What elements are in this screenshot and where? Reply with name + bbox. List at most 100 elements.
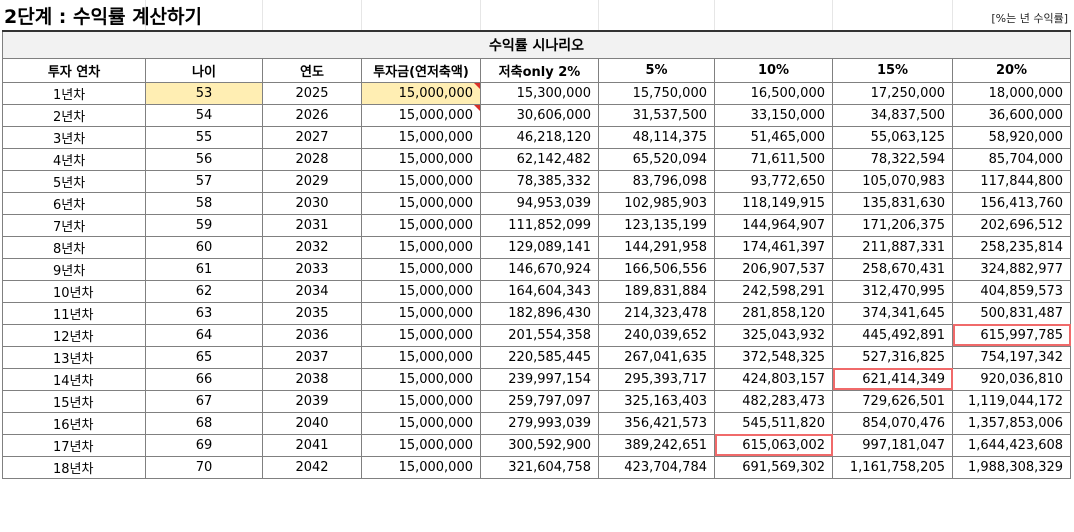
investment-cell[interactable]: 15,000,000 [361,433,481,457]
value-cell[interactable]: 17,250,000 [832,81,953,105]
value-cell[interactable]: 117,844,800 [951,169,1072,193]
value-cell[interactable]: 34,837,500 [832,103,953,127]
value-cell[interactable]: 105,070,983 [832,169,953,193]
value-cell[interactable]: 46,218,120 [480,125,599,149]
column-header[interactable]: 15% [832,57,953,83]
value-cell[interactable]: 182,896,430 [480,301,599,325]
value-cell[interactable]: 445,492,891 [832,323,953,347]
investment-cell[interactable]: 15,000,000 [361,367,481,391]
column-header[interactable]: 10% [714,57,833,83]
year-label-cell[interactable]: 18년차 [2,455,146,479]
age-cell[interactable]: 69 [145,433,263,457]
year-cell[interactable]: 2032 [262,235,362,259]
year-cell[interactable]: 2030 [262,191,362,215]
year-cell[interactable]: 2031 [262,213,362,237]
column-header[interactable]: 연도 [262,57,362,83]
age-cell[interactable]: 62 [145,279,263,303]
value-cell[interactable]: 171,206,375 [832,213,953,237]
value-cell[interactable]: 1,119,044,172 [951,389,1072,413]
column-header[interactable]: 20% [951,57,1072,83]
age-cell[interactable]: 57 [145,169,263,193]
year-cell[interactable]: 2041 [262,433,362,457]
value-cell[interactable]: 372,548,325 [714,345,833,369]
value-cell[interactable]: 729,626,501 [832,389,953,413]
investment-cell[interactable]: 15,000,000 [361,301,481,325]
value-cell[interactable]: 102,985,903 [598,191,715,215]
column-header[interactable]: 투자금(연저축액) [361,57,481,83]
value-cell[interactable]: 300,592,900 [480,433,599,457]
value-cell[interactable]: 374,341,645 [832,301,953,325]
value-cell[interactable]: 423,704,784 [598,455,715,479]
year-cell[interactable]: 2035 [262,301,362,325]
year-cell[interactable]: 2026 [262,103,362,127]
value-cell[interactable]: 389,242,651 [598,433,715,457]
year-cell[interactable]: 2036 [262,323,362,347]
year-label-cell[interactable]: 9년차 [2,257,146,281]
value-cell[interactable]: 93,772,650 [714,169,833,193]
value-cell[interactable]: 621,414,349 [832,367,953,391]
investment-cell[interactable]: 15,000,000 [361,125,481,149]
year-label-cell[interactable]: 14년차 [2,367,146,391]
investment-cell[interactable]: 15,000,000 [361,389,481,413]
age-cell[interactable]: 58 [145,191,263,215]
value-cell[interactable]: 500,831,487 [951,301,1072,325]
investment-cell[interactable]: 15,000,000 [361,81,481,105]
year-label-cell[interactable]: 4년차 [2,147,146,171]
investment-cell[interactable]: 15,000,000 [361,147,481,171]
value-cell[interactable]: 239,997,154 [480,367,599,391]
year-label-cell[interactable]: 2년차 [2,103,146,127]
investment-cell[interactable]: 15,000,000 [361,455,481,479]
value-cell[interactable]: 279,993,039 [480,411,599,435]
value-cell[interactable]: 202,696,512 [951,213,1072,237]
age-cell[interactable]: 65 [145,345,263,369]
year-label-cell[interactable]: 12년차 [2,323,146,347]
value-cell[interactable]: 356,421,573 [598,411,715,435]
value-cell[interactable]: 527,316,825 [832,345,953,369]
value-cell[interactable]: 325,043,932 [714,323,833,347]
value-cell[interactable]: 404,859,573 [951,279,1072,303]
value-cell[interactable]: 78,385,332 [480,169,599,193]
column-header[interactable]: 투자 연차 [2,57,146,83]
value-cell[interactable]: 31,537,500 [598,103,715,127]
year-label-cell[interactable]: 17년차 [2,433,146,457]
value-cell[interactable]: 55,063,125 [832,125,953,149]
year-label-cell[interactable]: 15년차 [2,389,146,413]
year-cell[interactable]: 2033 [262,257,362,281]
year-cell[interactable]: 2028 [262,147,362,171]
value-cell[interactable]: 242,598,291 [714,279,833,303]
value-cell[interactable]: 189,831,884 [598,279,715,303]
value-cell[interactable]: 144,964,907 [714,213,833,237]
value-cell[interactable]: 206,907,537 [714,257,833,281]
value-cell[interactable]: 324,882,977 [951,257,1072,281]
investment-cell[interactable]: 15,000,000 [361,191,481,215]
value-cell[interactable]: 920,036,810 [951,367,1072,391]
investment-cell[interactable]: 15,000,000 [361,411,481,435]
year-label-cell[interactable]: 5년차 [2,169,146,193]
value-cell[interactable]: 78,322,594 [832,147,953,171]
value-cell[interactable]: 691,569,302 [714,455,833,479]
value-cell[interactable]: 85,704,000 [951,147,1072,171]
value-cell[interactable]: 1,988,308,329 [951,455,1072,479]
year-label-cell[interactable]: 8년차 [2,235,146,259]
value-cell[interactable]: 211,887,331 [832,235,953,259]
year-cell[interactable]: 2042 [262,455,362,479]
value-cell[interactable]: 220,585,445 [480,345,599,369]
year-cell[interactable]: 2025 [262,81,362,105]
value-cell[interactable]: 71,611,500 [714,147,833,171]
age-cell[interactable]: 68 [145,411,263,435]
investment-cell[interactable]: 15,000,000 [361,213,481,237]
year-cell[interactable]: 2039 [262,389,362,413]
value-cell[interactable]: 174,461,397 [714,235,833,259]
age-cell[interactable]: 60 [145,235,263,259]
value-cell[interactable]: 854,070,476 [832,411,953,435]
value-cell[interactable]: 111,852,099 [480,213,599,237]
year-cell[interactable]: 2037 [262,345,362,369]
year-cell[interactable]: 2029 [262,169,362,193]
value-cell[interactable]: 94,953,039 [480,191,599,215]
value-cell[interactable]: 156,413,760 [951,191,1072,215]
age-cell[interactable]: 55 [145,125,263,149]
value-cell[interactable]: 214,323,478 [598,301,715,325]
age-cell[interactable]: 59 [145,213,263,237]
value-cell[interactable]: 129,089,141 [480,235,599,259]
age-cell[interactable]: 53 [145,81,263,105]
